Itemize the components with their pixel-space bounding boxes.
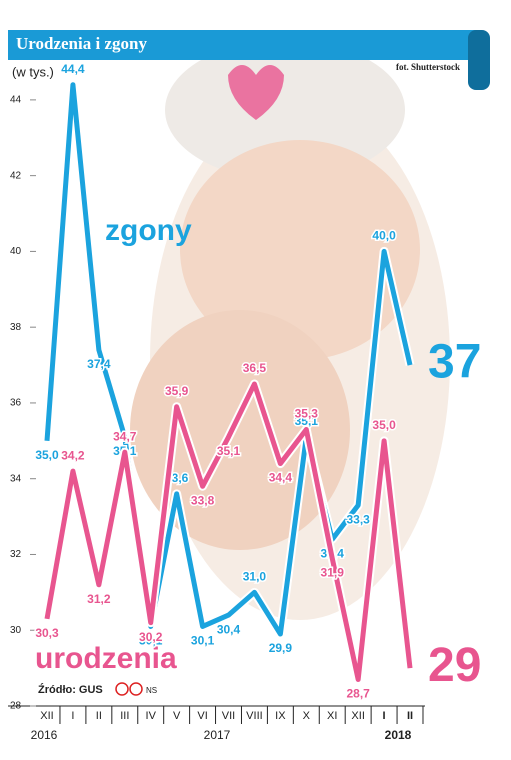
- y-tick-label: 30: [10, 625, 22, 636]
- copyright-icons: [115, 682, 143, 696]
- header-end: [468, 30, 490, 90]
- value-label: 35,1: [217, 444, 241, 458]
- value-label: 35,1: [295, 414, 319, 428]
- value-label: 35,9: [165, 384, 189, 398]
- value-label: 34,2: [61, 448, 85, 462]
- value-label: 35,3: [295, 407, 319, 421]
- x-tick-label: I: [71, 710, 74, 722]
- x-tick-label: II: [96, 710, 102, 722]
- value-label: 36,5: [243, 361, 267, 375]
- y-tick-label: 42: [10, 170, 22, 181]
- y-tick-label: 44: [10, 95, 22, 106]
- photo-credit: fot. Shutterstock: [396, 62, 460, 72]
- x-tick-label: X: [303, 710, 311, 722]
- x-tick-label: XI: [327, 710, 337, 722]
- value-label: 30,3: [35, 626, 59, 640]
- y-tick-label: 32: [10, 549, 22, 560]
- value-label: 44,4: [61, 62, 85, 76]
- year-label: 2016: [31, 728, 58, 742]
- x-tick-label: VII: [222, 710, 235, 722]
- value-label: 30,1: [139, 634, 163, 648]
- y-tick-label: 38: [10, 322, 22, 333]
- value-label: 29: [428, 639, 481, 692]
- value-label: 37: [428, 336, 481, 389]
- value-label: 34,7: [113, 429, 137, 443]
- series-label: urodzenia: [35, 642, 177, 675]
- x-tick-label: XII: [40, 710, 53, 722]
- value-label: 40,0: [372, 229, 396, 243]
- value-label: 30,2: [139, 630, 163, 644]
- series-line: [44, 381, 413, 682]
- photo: [130, 40, 450, 620]
- value-label: 33,3: [346, 512, 370, 526]
- x-tick-label: VIII: [246, 710, 263, 722]
- x-tick-label: II: [407, 710, 413, 722]
- y-tick-label: 28: [10, 701, 22, 712]
- x-tick-label: I: [383, 710, 386, 722]
- x-tick-label: IV: [146, 710, 157, 722]
- y-tick-label: 40: [10, 246, 22, 257]
- value-label: 37,4: [87, 357, 111, 371]
- value-label: 35,0: [35, 448, 59, 462]
- y-tick-label: 36: [10, 398, 22, 409]
- y-tick-label: 34: [10, 473, 22, 484]
- value-label: 31,2: [87, 592, 111, 606]
- chart-title: Urodzenia i zgony: [16, 34, 147, 53]
- value-label: 29,9: [269, 641, 293, 655]
- x-tick-label: XII: [351, 710, 364, 722]
- header-bar: [8, 30, 478, 60]
- x-tick-label: IX: [275, 710, 286, 722]
- x-tick-label: VI: [197, 710, 207, 722]
- value-label: 33,8: [191, 493, 215, 507]
- source: Źródło: GUS: [38, 683, 103, 696]
- author: NS: [146, 686, 157, 695]
- value-label: 35,0: [372, 418, 396, 432]
- x-tick-label: V: [173, 710, 181, 722]
- value-label: 31,9: [321, 565, 345, 579]
- year-label: 2018: [385, 728, 412, 742]
- x-tick-label: III: [120, 710, 129, 722]
- value-label: 28,7: [346, 687, 370, 701]
- value-label: 31,0: [243, 570, 267, 584]
- value-label: 30,4: [217, 622, 241, 636]
- value-label: 30,1: [191, 634, 215, 648]
- value-label: 34,4: [269, 471, 293, 485]
- series-label: zgony: [105, 214, 192, 247]
- year-label: 2017: [204, 728, 231, 742]
- y-axis-label: (w tys.): [12, 64, 54, 79]
- series-line: [44, 82, 413, 637]
